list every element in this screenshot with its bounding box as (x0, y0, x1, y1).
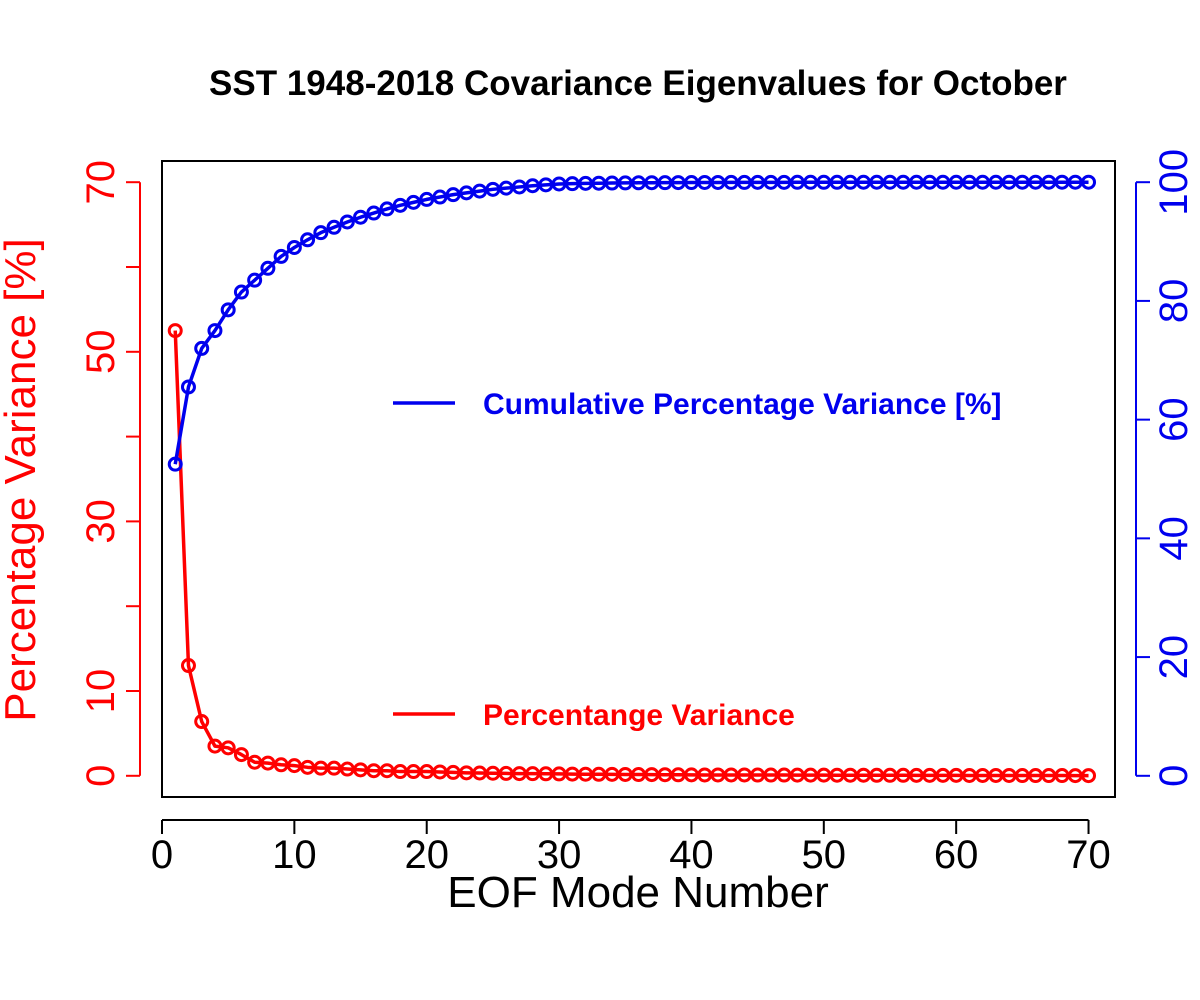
data-point-percent (233, 747, 249, 763)
y-left-tick-label: 50 (79, 330, 123, 375)
data-point-cumulative (1081, 174, 1097, 190)
data-point-cumulative (167, 456, 183, 472)
data-point-cumulative (220, 302, 236, 318)
data-point-cumulative (233, 284, 249, 300)
data-point-percent (194, 714, 210, 730)
data-point-percent (180, 658, 196, 674)
chart-title: SST 1948-2018 Covariance Eigenvalues for… (209, 64, 1067, 103)
y-right-tick-label: 60 (1152, 397, 1196, 442)
y-right-tick-label: 20 (1152, 635, 1196, 680)
data-point-cumulative (260, 260, 276, 276)
data-point-percent (220, 740, 236, 756)
data-point-cumulative (405, 194, 421, 210)
data-point-cumulative (392, 197, 408, 213)
x-tick-label: 20 (404, 833, 449, 877)
data-point-percent (1081, 768, 1097, 784)
x-tick-label: 0 (151, 833, 173, 877)
data-point-cumulative (339, 214, 355, 230)
data-point-cumulative (180, 379, 196, 395)
data-point-cumulative (207, 323, 223, 339)
data-point-cumulative (273, 248, 289, 264)
y-right-tick-label: 0 (1152, 765, 1196, 787)
data-point-cumulative (194, 340, 210, 356)
x-tick-label: 60 (934, 833, 979, 877)
y-left-tick-label: 10 (79, 669, 123, 714)
x-tick-label: 40 (669, 833, 714, 877)
y-left-tick-label: 0 (79, 765, 123, 787)
legend-label-cumulative: Cumulative Percentage Variance [%] (483, 388, 1002, 421)
data-point-cumulative (300, 232, 316, 248)
x-tick-label: 70 (1066, 833, 1111, 877)
y-axis-title-left: Percentage Variance [%] (0, 238, 45, 721)
plot-frame (161, 160, 1116, 798)
x-tick-label: 30 (537, 833, 582, 877)
data-point-cumulative (419, 191, 435, 207)
y-left-tick-label: 30 (79, 499, 123, 544)
data-point-cumulative (286, 239, 302, 255)
y-right-tick-label: 80 (1152, 279, 1196, 324)
data-point-cumulative (366, 205, 382, 221)
data-point-percent (167, 323, 183, 339)
y-right-tick-label: 40 (1152, 516, 1196, 561)
x-axis-title: EOF Mode Number (447, 868, 828, 917)
plot-area: 0 10 20 30 40 50 60 70 0 10 30 50 70 0 20 40 60 80 100 (79, 149, 1196, 877)
data-point-cumulative (353, 209, 369, 225)
data-point-cumulative (326, 219, 342, 235)
legend: Cumulative Percentage Variance [%] Perce… (393, 388, 1002, 732)
y-left-tick-label: 70 (79, 160, 123, 205)
series-line-cumulative (173, 180, 1089, 465)
data-point-cumulative (247, 272, 263, 288)
data-point-cumulative (313, 225, 329, 241)
x-tick-label: 50 (802, 833, 847, 877)
data-point-cumulative (379, 201, 395, 217)
y-right-tick-label: 100 (1152, 149, 1196, 216)
legend-label-percent: Percentange Variance (483, 699, 795, 732)
data-point-cumulative (432, 189, 448, 205)
x-tick-label: 10 (272, 833, 317, 877)
